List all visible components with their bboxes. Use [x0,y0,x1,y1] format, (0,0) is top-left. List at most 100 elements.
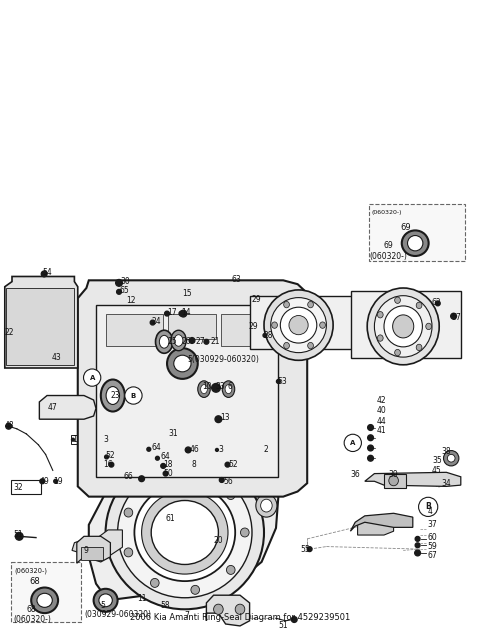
Circle shape [117,289,121,294]
Text: 17: 17 [167,308,177,317]
Circle shape [125,387,142,404]
Text: 43: 43 [52,353,61,362]
Bar [6,288,74,365]
Text: 41: 41 [377,426,386,435]
Ellipse shape [264,290,333,360]
Ellipse shape [367,288,439,365]
Circle shape [179,311,184,316]
Text: 9: 9 [84,546,89,555]
Text: 27: 27 [196,337,205,346]
Ellipse shape [374,296,432,357]
Polygon shape [72,538,89,556]
Ellipse shape [106,456,264,609]
Text: 12: 12 [126,296,135,305]
Polygon shape [89,479,278,600]
Circle shape [161,463,166,468]
Circle shape [368,425,373,431]
Text: 68: 68 [26,605,36,614]
Text: 29: 29 [252,295,262,304]
Polygon shape [78,280,307,497]
Ellipse shape [167,348,198,379]
Text: 52: 52 [228,460,238,469]
Text: 51: 51 [13,530,23,539]
Ellipse shape [99,594,112,607]
Bar [351,291,461,358]
Circle shape [105,455,108,459]
Ellipse shape [151,477,159,486]
Text: 2: 2 [263,445,268,454]
Text: 10: 10 [203,382,212,391]
Text: 50: 50 [163,469,173,478]
Text: 5: 5 [101,601,106,610]
Polygon shape [365,472,461,486]
Ellipse shape [395,297,400,303]
Circle shape [225,462,230,467]
Ellipse shape [101,380,125,412]
Ellipse shape [447,454,455,462]
Bar [258,445,293,454]
Ellipse shape [284,342,289,349]
Text: 60: 60 [427,533,437,542]
Text: 2006 Kia Amanti Ring-Seal Diagram for 4529239501: 2006 Kia Amanti Ring-Seal Diagram for 45… [130,613,350,622]
Circle shape [150,320,155,325]
Ellipse shape [261,499,272,512]
Polygon shape [5,276,78,368]
Text: A: A [350,440,356,446]
Circle shape [451,313,456,319]
Ellipse shape [174,355,191,372]
Text: 33: 33 [215,382,225,391]
Text: 53: 53 [277,377,287,386]
Circle shape [204,339,209,344]
Text: 49: 49 [39,477,49,486]
Circle shape [40,479,45,484]
Ellipse shape [214,604,223,614]
Text: 51: 51 [278,621,288,630]
Text: 57: 57 [451,313,461,322]
Ellipse shape [142,491,228,574]
Bar [106,314,163,346]
Ellipse shape [94,589,118,612]
Text: 48: 48 [5,421,14,430]
Ellipse shape [151,579,159,588]
Text: 69: 69 [384,241,394,250]
Circle shape [139,476,144,482]
Text: 1: 1 [72,435,77,444]
Text: 52: 52 [106,451,115,460]
Text: 24: 24 [151,317,161,326]
Text: 22: 22 [5,328,14,337]
Ellipse shape [156,330,173,353]
Text: 58: 58 [161,601,170,610]
Circle shape [415,550,420,556]
Circle shape [6,424,12,429]
Ellipse shape [289,316,308,335]
Ellipse shape [377,335,383,341]
Ellipse shape [320,322,325,328]
Ellipse shape [31,588,58,613]
Circle shape [84,369,101,386]
Ellipse shape [389,476,398,486]
Ellipse shape [271,298,326,353]
Ellipse shape [198,381,210,397]
Text: 30: 30 [120,277,130,286]
Bar [71,435,108,444]
Text: 23: 23 [110,391,120,400]
Text: 45: 45 [432,466,442,475]
Ellipse shape [235,604,245,614]
Ellipse shape [395,349,400,356]
Bar [221,314,274,346]
Ellipse shape [377,312,383,318]
Circle shape [156,456,159,460]
Ellipse shape [308,342,313,349]
Ellipse shape [171,330,186,351]
Text: 54: 54 [42,268,52,277]
Text: 20: 20 [214,536,223,545]
Bar [250,296,358,349]
Bar [369,204,465,261]
Ellipse shape [240,528,249,537]
Ellipse shape [201,385,207,394]
Text: 38: 38 [442,447,451,456]
Circle shape [415,543,420,548]
Text: 69: 69 [400,223,411,232]
Text: 34: 34 [442,479,451,488]
Bar [11,562,81,622]
